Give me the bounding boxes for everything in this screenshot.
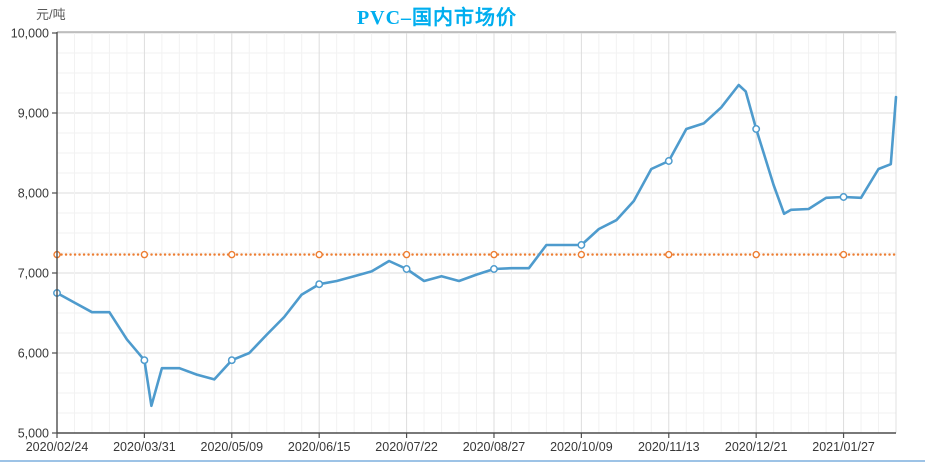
y-tick-label: 9,000: [18, 107, 49, 121]
reference-marker: [402, 250, 411, 259]
reference-marker: [665, 250, 673, 259]
x-tick-label: 2020/08/27: [463, 440, 526, 454]
price-marker: [490, 265, 498, 273]
x-tick-label: 2020/07/22: [375, 440, 438, 454]
price-marker: [402, 265, 411, 273]
footer-bar: [0, 460, 925, 462]
reference-marker: [315, 250, 323, 259]
y-tick-label: 5,000: [18, 427, 49, 441]
reference-marker: [577, 250, 586, 259]
x-tick-label: 2020/10/09: [550, 440, 613, 454]
price-marker: [664, 157, 673, 165]
y-axis-unit-label: 元/吨: [36, 7, 66, 22]
price-marker: [227, 356, 236, 365]
chart-title: PVC–国内市场价: [356, 7, 518, 29]
x-tick-label: 2020/12/21: [725, 440, 788, 454]
reference-marker: [228, 250, 236, 259]
price-marker: [752, 125, 761, 133]
x-tick-label: 2020/06/15: [288, 440, 351, 454]
reference-marker: [839, 250, 848, 259]
price-marker: [315, 280, 324, 289]
price-marker: [140, 356, 149, 365]
price-marker: [577, 241, 586, 249]
y-tick-label: 8,000: [18, 187, 49, 201]
reference-marker: [752, 250, 760, 259]
y-tick-label: 7,000: [18, 267, 49, 281]
reference-marker: [490, 250, 498, 259]
price-marker: [839, 193, 848, 201]
y-tick-label: 6,000: [18, 347, 49, 361]
x-tick-label: 2020/03/31: [113, 440, 176, 454]
x-tick-label: 2020/11/13: [638, 440, 700, 454]
y-tick-label: 10,000: [11, 27, 49, 41]
x-tick-label: 2020/05/09: [201, 440, 264, 454]
reference-marker: [140, 250, 149, 259]
x-tick-label: 2021/01/27: [812, 440, 875, 454]
x-tick-label: 2020/02/24: [26, 440, 89, 454]
